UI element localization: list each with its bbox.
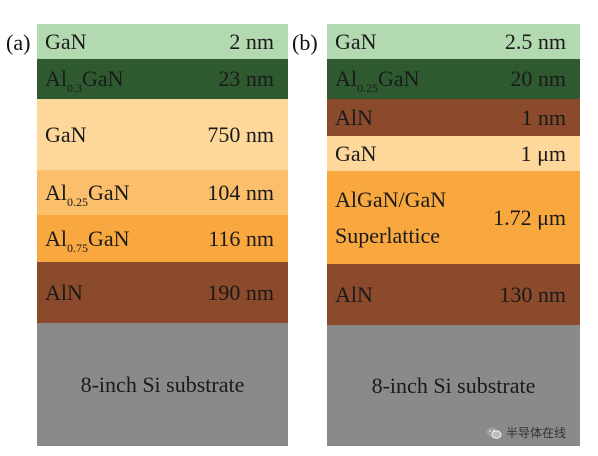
substrate-label: 8-inch Si substrate xyxy=(80,371,245,397)
watermark-text: 半导体在线 xyxy=(506,426,567,440)
panel-b-label: (b) xyxy=(292,30,318,55)
layer-b-5: AlN 130 nm xyxy=(327,264,580,325)
layer-thickness: 104 nm xyxy=(207,179,274,205)
layer-b-2: AlN 1 nm xyxy=(327,99,580,136)
layer-thickness: 2 nm xyxy=(229,28,274,54)
layer-a-6: 8-inch Si substrate xyxy=(37,323,288,446)
layer-a-0: GaN 2 nm xyxy=(37,24,288,59)
layer-name: Al0.75GaN xyxy=(45,225,130,255)
layer-a-4: Al0.75GaN 116 nm xyxy=(37,215,288,262)
layer-name-base: GaN xyxy=(45,121,87,147)
layer-name: GaN xyxy=(335,29,377,55)
layer-thickness: 190 nm xyxy=(207,279,274,305)
layer-name: Al0.25GaN xyxy=(45,179,130,209)
layer-name: AlGaN/GaN Superlattice xyxy=(335,182,446,254)
substrate-label: 8-inch Si substrate xyxy=(371,372,536,398)
layer-name-suffix: GaN xyxy=(88,225,130,251)
layer-thickness: 2.5 nm xyxy=(504,28,566,54)
layer-name: GaN xyxy=(45,122,87,148)
layer-name-base: Al xyxy=(335,66,357,91)
layer-thickness: 1 nm xyxy=(521,104,566,130)
layer-name-base: AlN xyxy=(45,279,83,305)
layer-a-2: GaN 750 nm xyxy=(37,99,288,170)
layer-a-3: Al0.25GaN 104 nm xyxy=(37,170,288,215)
layer-name-line2: Superlattice xyxy=(335,222,441,248)
layer-name-base: AlN xyxy=(335,104,373,130)
layer-name-base: Al xyxy=(45,225,67,251)
panel-b-stack: GaN 2.5 nm Al0.25GaN 20 nm AlN 1 nm GaN 1 μm AlG… xyxy=(327,24,580,446)
layer-name: GaN xyxy=(335,141,377,167)
layer-b-3: GaN 1 μm xyxy=(327,136,580,171)
layer-name-base: AlN xyxy=(335,281,373,307)
layer-a-1: Al0.3GaN 23 nm xyxy=(37,59,288,99)
layer-name-base: GaN xyxy=(335,28,377,54)
layer-name: AlN xyxy=(335,105,373,131)
layer-a-5: AlN 190 nm xyxy=(37,262,288,323)
layer-thickness: 1 μm xyxy=(520,140,566,166)
panel-a-stack: GaN 2 nm Al0.3GaN 23 nm GaN 750 nm Al0.25GaN 10… xyxy=(37,24,288,446)
layer-thickness: 116 nm xyxy=(208,225,274,251)
layer-thickness: 750 nm xyxy=(207,121,274,147)
layer-b-0: GaN 2.5 nm xyxy=(327,24,580,59)
layer-thickness: 23 nm xyxy=(218,66,274,91)
layer-name-subscript: 0.25 xyxy=(357,81,378,95)
wechat-icon xyxy=(486,426,502,440)
layer-name-suffix: GaN xyxy=(82,66,124,91)
layer-name-base: Al xyxy=(45,179,67,205)
layer-b-4: AlGaN/GaN Superlattice 1.72 μm xyxy=(327,171,580,264)
watermark: 半导体在线 xyxy=(486,424,566,441)
layer-thickness: 20 nm xyxy=(510,66,566,91)
layer-name-base: GaN xyxy=(45,28,87,54)
layer-name-base: GaN xyxy=(335,140,377,166)
panel-a-label: (a) xyxy=(6,30,31,55)
layer-name-suffix: GaN xyxy=(88,179,130,205)
layer-name-suffix: GaN xyxy=(378,66,420,91)
layer-thickness: 1.72 μm xyxy=(493,204,566,230)
layer-name: GaN xyxy=(45,29,87,55)
layer-name: Al0.25GaN xyxy=(335,66,420,95)
layer-name: AlN xyxy=(335,282,373,308)
layer-name: AlN xyxy=(45,280,83,306)
layer-name-subscript: 0.3 xyxy=(67,81,82,95)
layer-name-subscript: 0.75 xyxy=(67,240,88,255)
layer-name-line1: AlGaN/GaN xyxy=(335,186,447,212)
layer-name: Al0.3GaN xyxy=(45,66,124,95)
layer-b-6: 8-inch Si substrate xyxy=(327,325,580,446)
layer-b-1: Al0.25GaN 20 nm xyxy=(327,59,580,99)
layer-thickness: 130 nm xyxy=(499,281,566,307)
layer-name-subscript: 0.25 xyxy=(67,194,88,209)
layer-name-base: Al xyxy=(45,66,67,91)
